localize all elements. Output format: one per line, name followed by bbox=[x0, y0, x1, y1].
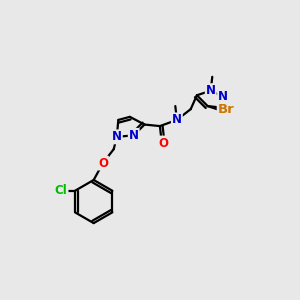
Text: N: N bbox=[112, 130, 122, 143]
Text: O: O bbox=[98, 157, 108, 169]
Text: N: N bbox=[172, 113, 182, 126]
Text: N: N bbox=[218, 90, 228, 103]
Text: O: O bbox=[158, 136, 168, 149]
Text: Br: Br bbox=[218, 103, 235, 116]
Text: N: N bbox=[129, 129, 139, 142]
Text: Cl: Cl bbox=[55, 184, 68, 197]
Text: N: N bbox=[206, 84, 216, 97]
